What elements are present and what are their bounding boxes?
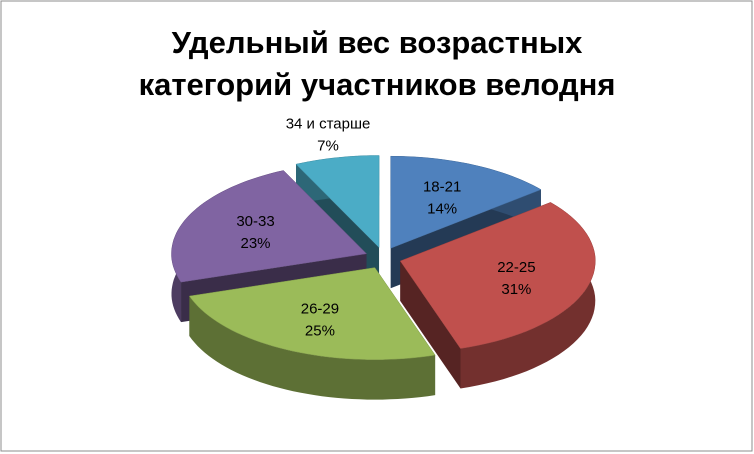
slice [399,202,596,389]
slice-top [295,155,380,249]
chart-title: Удельный вес возрастных категорий участн… [138,25,616,102]
slice-top [399,202,596,349]
slice-top [188,267,436,360]
data-label-value: 7% [317,138,339,155]
data-label-category: 22-25 [497,259,535,276]
data-label-value: 31% [501,281,531,298]
slice [188,267,436,400]
data-label-category: 30-33 [236,213,274,230]
slice-wall [189,296,436,400]
data-label-category: 26-29 [301,300,339,317]
slice-top [390,155,542,249]
data-label-value: 23% [241,235,271,252]
data-label-value: 14% [427,201,457,218]
data-label-category: 34 и старше [286,116,371,133]
slice-side [400,261,461,389]
data-label-value: 25% [305,322,335,339]
data-label-category: 18-21 [423,179,461,196]
slice-top [171,170,368,283]
